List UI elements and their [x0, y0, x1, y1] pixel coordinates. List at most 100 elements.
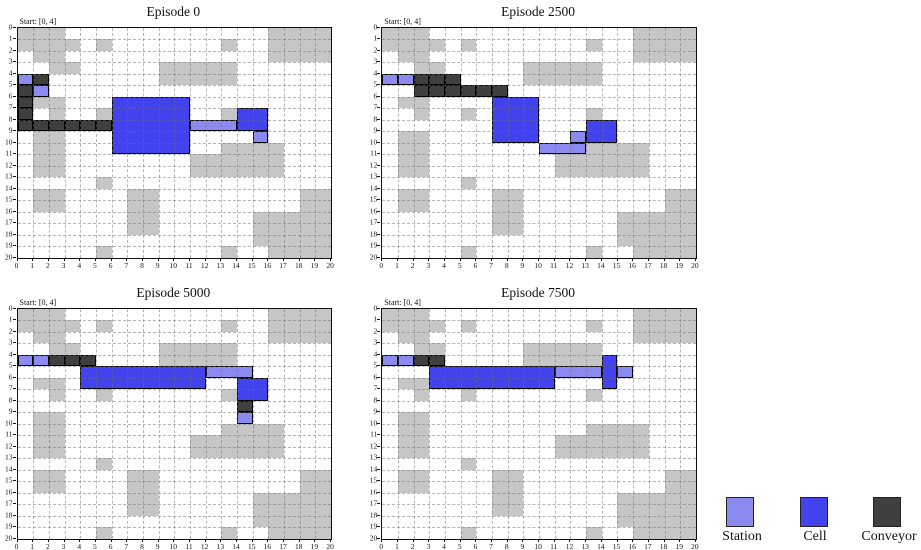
y-tick-mark: [377, 526, 381, 527]
x-tick-label: 18: [294, 541, 303, 550]
obstacle-cell: [252, 211, 269, 223]
y-tick-mark: [377, 411, 381, 412]
x-tick-mark: [616, 257, 618, 261]
obstacle-cell: [127, 188, 143, 200]
axes-area: [381, 307, 697, 540]
y-tick-mark: [377, 256, 381, 258]
gridline-vertical: [476, 27, 478, 258]
gridline-horizontal: [17, 131, 332, 132]
conveyor-cell: [17, 119, 34, 131]
x-tick-mark: [679, 538, 681, 542]
obstacle-cell: [205, 62, 222, 74]
obstacle-cell: [315, 211, 332, 223]
obstacle-cell: [33, 423, 49, 435]
obstacle-cell: [48, 446, 65, 458]
obstacle-cell: [460, 320, 477, 332]
obstacle-cell: [413, 50, 430, 62]
obstacle-cell: [586, 320, 602, 332]
y-tick-mark: [12, 130, 16, 131]
gridline-horizontal: [17, 39, 332, 40]
obstacle-cell: [48, 389, 65, 401]
y-tick-label: 10: [5, 418, 13, 427]
x-tick-mark: [647, 538, 649, 542]
x-tick-mark: [47, 257, 49, 261]
obstacle-cell: [539, 62, 555, 74]
obstacle-cell: [95, 320, 112, 332]
obstacle-cell: [315, 527, 332, 539]
y-tick-label: 12: [369, 160, 378, 169]
x-tick-label: 17: [644, 541, 652, 550]
y-tick-mark: [377, 445, 381, 447]
obstacle-cell: [158, 62, 175, 74]
y-tick-label: 19: [369, 521, 378, 531]
obstacle-cell: [127, 223, 143, 235]
obstacle-cell: [268, 27, 285, 39]
x-tick-label: 11: [550, 541, 558, 550]
x-tick-mark: [459, 538, 461, 542]
gridline-vertical: [397, 308, 399, 539]
gridline-vertical: [64, 27, 66, 258]
y-tick-label: 4: [8, 68, 13, 77]
gridline-vertical: [586, 27, 588, 258]
gridline-vertical: [268, 27, 270, 258]
obstacle-cell: [284, 492, 300, 504]
obstacle-cell: [617, 492, 634, 504]
x-tick-mark: [585, 538, 587, 542]
x-tick-mark: [220, 257, 222, 261]
obstacle-cell: [17, 320, 34, 332]
gridline-horizontal: [17, 211, 332, 213]
y-tick-mark: [377, 422, 381, 424]
obstacle-cell: [664, 39, 681, 51]
obstacle-cell: [48, 50, 65, 62]
obstacle-cell: [284, 246, 300, 258]
x-tick-mark: [412, 538, 414, 542]
y-tick-label: 4: [8, 349, 13, 358]
y-tick-label: 3: [373, 337, 378, 347]
x-tick-label: 6: [473, 260, 478, 270]
obstacle-cell: [680, 188, 696, 200]
obstacle-cell: [648, 308, 665, 320]
obstacle-cell: [664, 211, 681, 223]
x-tick-mark: [679, 257, 681, 261]
x-tick-mark: [141, 257, 143, 261]
conveyor-cell: [429, 354, 445, 366]
gridline-horizontal: [17, 50, 332, 52]
obstacle-cell: [617, 223, 634, 235]
gridline-vertical: [111, 27, 113, 258]
x-tick-label: 0: [14, 260, 19, 270]
gridline-vertical: [158, 27, 160, 258]
y-tick-label: 9: [8, 406, 13, 416]
obstacle-cell: [397, 142, 414, 154]
obstacle-cell: [127, 200, 143, 212]
y-tick-mark: [377, 199, 381, 200]
x-tick-label: 16: [263, 260, 272, 270]
conveyor-cell: [413, 73, 430, 85]
obstacle-cell: [299, 188, 316, 200]
gridline-horizontal: [17, 458, 332, 459]
y-tick-mark: [12, 330, 16, 332]
x-tick-label: 3: [61, 260, 66, 270]
obstacle-cell: [221, 165, 237, 177]
x-tick-label: 19: [310, 260, 319, 270]
gridline-vertical: [570, 27, 572, 258]
obstacle-cell: [680, 481, 696, 493]
cell-rect-machine: [237, 377, 269, 401]
obstacle-cell: [397, 469, 414, 481]
gridline-vertical: [445, 27, 447, 258]
x-tick-mark: [251, 538, 253, 542]
y-tick-mark: [377, 376, 381, 378]
obstacle-cell: [397, 27, 414, 39]
obstacle-cell: [601, 154, 618, 166]
y-tick-label: 19: [5, 240, 13, 250]
obstacle-cell: [397, 131, 414, 143]
obstacle-cell: [33, 200, 49, 212]
gridline-vertical: [111, 308, 113, 539]
y-tick-mark: [12, 307, 16, 309]
obstacle-cell: [221, 423, 237, 435]
obstacle-cell: [460, 527, 477, 539]
obstacle-cell: [205, 73, 222, 85]
y-tick-mark: [12, 164, 16, 166]
y-tick-label: 15: [369, 194, 378, 204]
x-tick-mark: [330, 538, 332, 542]
